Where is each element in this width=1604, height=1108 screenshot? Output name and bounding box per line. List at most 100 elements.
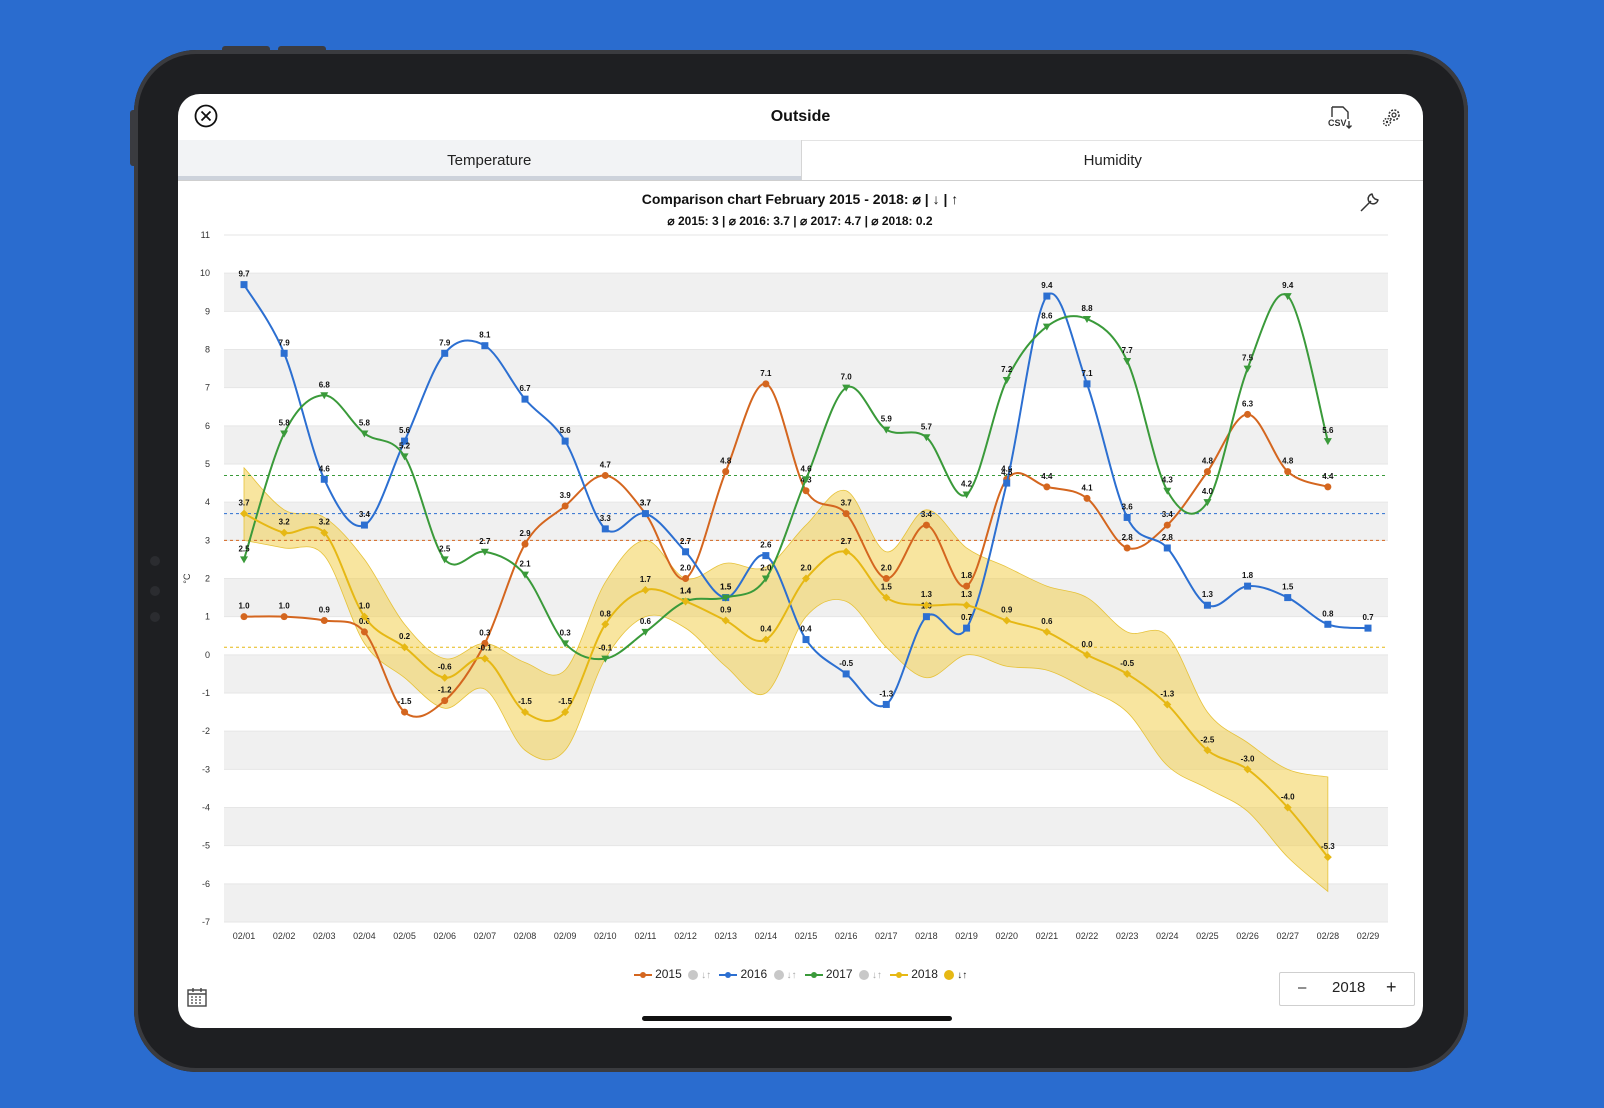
x-tick-label: 02/27: [1276, 931, 1299, 941]
data-label-2015: 2.8: [1122, 533, 1134, 542]
data-label-2016: 0.7: [961, 613, 973, 622]
data-label-2016: 0.7: [1362, 613, 1374, 622]
legend-range-toggle-icon[interactable]: [688, 969, 699, 980]
data-label-2018: 0.4: [760, 625, 772, 634]
data-label-2015: 3.4: [1162, 510, 1174, 519]
calendar-icon[interactable]: [186, 986, 208, 1008]
legend-label: 2017: [822, 966, 856, 981]
data-label-2018: 0.9: [720, 605, 732, 614]
data-label-2016: 3.3: [600, 514, 612, 523]
x-tick-label: 02/16: [835, 931, 858, 941]
data-label-2018: 0.2: [399, 632, 411, 641]
data-point-2015: [360, 628, 368, 636]
data-label-2016: 3.4: [359, 510, 371, 519]
data-point-2016: [682, 548, 690, 556]
y-tick-label: 8: [205, 345, 210, 355]
data-point-2017: [280, 430, 289, 438]
data-point-2015: [1083, 494, 1091, 502]
data-point-2016: [601, 525, 609, 533]
data-label-2015: 2.0: [881, 564, 893, 573]
data-point-2015: [561, 502, 569, 510]
data-label-2017: 7.5: [1242, 354, 1254, 363]
data-label-2015: 1.0: [238, 602, 250, 611]
data-label-2016: 6.7: [519, 384, 531, 393]
x-tick-label: 02/20: [995, 931, 1018, 941]
data-label-2016: 2.6: [760, 541, 772, 550]
data-point-2018: [641, 585, 650, 594]
x-tick-label: 02/26: [1236, 931, 1259, 941]
legend-item-2016[interactable]: 2016 ↓↑: [719, 967, 797, 981]
comparison-chart: Comparison chart February 2015 - 2018: ⌀…: [182, 191, 1388, 941]
legend-range-toggle-icon[interactable]: [858, 969, 869, 980]
data-label-2016: 1.5: [720, 583, 732, 592]
data-point-2015: [722, 468, 730, 476]
data-point-2016: [641, 510, 649, 518]
gear-icon[interactable]: [1381, 106, 1403, 128]
data-point-2018: [1083, 650, 1091, 659]
close-icon[interactable]: [194, 104, 218, 128]
data-point-2016: [561, 437, 569, 445]
x-tick-label: 02/11: [634, 931, 656, 941]
data-point-2018: [521, 708, 529, 717]
data-label-2016: 3.6: [1122, 502, 1134, 511]
data-point-2015: [1324, 483, 1332, 491]
data-label-2016: 7.9: [439, 338, 451, 347]
data-point-2016: [441, 349, 449, 357]
x-tick-label: 02/25: [1196, 931, 1219, 941]
data-point-2018: [440, 673, 449, 682]
data-point-2016: [922, 613, 930, 621]
data-label-2016: -1.3: [879, 689, 893, 698]
x-tick-label: 02/03: [313, 931, 336, 941]
data-point-2018: [1283, 803, 1292, 812]
data-point-2015: [762, 380, 770, 388]
y-axis-label: °C: [182, 573, 192, 584]
data-label-2017: 5.6: [1322, 426, 1334, 435]
data-point-2017: [922, 434, 931, 442]
data-point-2016: [521, 395, 529, 403]
legend-item-2017[interactable]: 2017 ↓↑: [804, 966, 882, 981]
legend-range-toggle-icon[interactable]: [944, 969, 955, 980]
data-point-2017: [360, 430, 369, 438]
data-label-2015: 4.6: [1001, 464, 1013, 473]
data-point-2016: [401, 437, 409, 445]
data-point-2015: [1284, 468, 1292, 476]
svg-text:CSV: CSV: [1328, 118, 1347, 128]
csv-download-icon[interactable]: CSV: [1327, 106, 1353, 130]
tab-humidity[interactable]: Humidity: [800, 140, 1424, 180]
legend-item-2018[interactable]: 2018 ↓↑: [889, 967, 967, 981]
y-tick-label: -7: [202, 917, 210, 927]
data-label-2015: 4.8: [1202, 457, 1214, 466]
data-label-2015: 3.7: [841, 499, 853, 508]
data-label-2016: 5.6: [399, 426, 411, 435]
year-decrement-button[interactable]: –: [1298, 979, 1307, 996]
data-label-2017: -0.1: [598, 644, 612, 653]
grid-band: [224, 425, 1388, 464]
wrench-icon[interactable]: [1358, 190, 1382, 214]
data-point-2018: [721, 616, 730, 625]
legend-range-toggle-icon[interactable]: [773, 969, 784, 980]
data-label-2016: 9.4: [1041, 281, 1053, 290]
year-increment-button[interactable]: +: [1386, 977, 1397, 997]
data-point-2017: [1042, 323, 1051, 331]
data-label-2016: 1.5: [1282, 583, 1294, 592]
data-point-2015: [601, 471, 609, 479]
y-tick-label: 4: [205, 497, 210, 507]
y-tick-label: 0: [205, 650, 210, 660]
data-label-2018: 1.7: [640, 575, 652, 584]
data-label-2016: 1.3: [1202, 590, 1214, 599]
data-point-2018: [561, 708, 570, 717]
data-point-2016: [280, 349, 288, 357]
data-point-2015: [882, 575, 890, 582]
data-point-2016: [1284, 594, 1292, 602]
legend-marker-2018: [889, 971, 908, 978]
x-tick-label: 02/18: [915, 931, 938, 941]
data-point-2015: [1123, 544, 1131, 552]
y-tick-label: -6: [202, 879, 210, 889]
data-label-2018: -1.5: [558, 697, 572, 706]
data-point-2016: [240, 281, 248, 289]
tab-temperature[interactable]: Temperature: [178, 140, 801, 180]
data-label-2015: 4.8: [720, 457, 732, 466]
x-tick-label: 02/14: [755, 931, 778, 941]
legend-item-2015[interactable]: 2015 ↓↑: [633, 967, 711, 981]
y-tick-label: -3: [202, 764, 210, 774]
